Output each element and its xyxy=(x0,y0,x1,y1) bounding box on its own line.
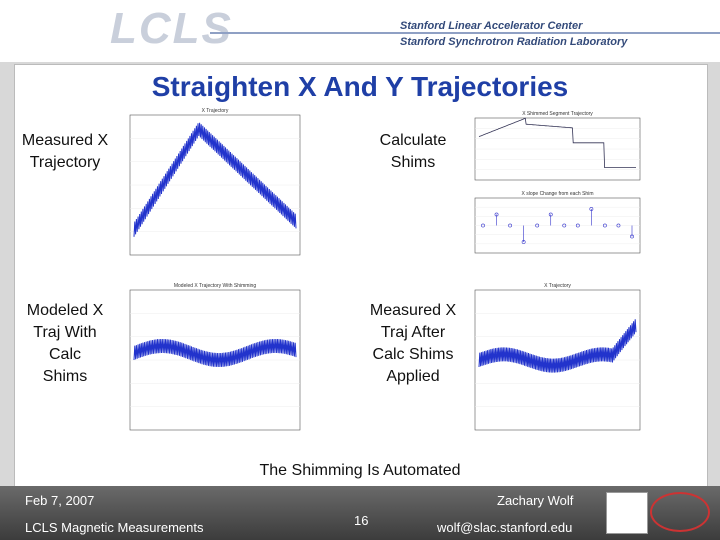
header xyxy=(0,0,720,62)
label: Measured X Traj After Calc Shims Applied xyxy=(369,302,457,385)
stem-dot xyxy=(562,223,567,228)
plots: X Trajectory X Shimmed Segment Trajectory… xyxy=(129,108,641,431)
header-rule xyxy=(210,32,720,34)
footer xyxy=(0,486,720,540)
stem-dot xyxy=(616,223,621,228)
label: Measured X Trajectory xyxy=(21,132,109,171)
stem-dot xyxy=(575,223,580,228)
plot-curve xyxy=(478,319,637,373)
plot-title: X Shimmed Segment Trajectory xyxy=(522,111,593,117)
plot-title: Modeled X Trajectory With Shimming xyxy=(174,283,256,289)
plot-title: X slope Change from each Shim xyxy=(522,191,594,197)
stem-dot xyxy=(494,212,499,217)
stem-dot xyxy=(521,240,526,244)
footer-group: LCLS Magnetic Measurements xyxy=(25,520,204,535)
slac-logo xyxy=(606,492,648,534)
plot-curve xyxy=(133,338,297,368)
label: Modeled X Traj With Calc Shims xyxy=(26,302,104,385)
stem-dot xyxy=(630,234,634,239)
footer-date: Feb 7, 2007 xyxy=(25,493,95,508)
plot-curve xyxy=(478,117,636,168)
plot-title: X Trajectory xyxy=(202,108,229,114)
caption: The Shimming Is Automated xyxy=(259,462,461,479)
stem-dot xyxy=(535,223,540,228)
footer-author: Zachary Wolf xyxy=(497,493,574,508)
label: Calculate Shims xyxy=(379,132,447,171)
stem-dot xyxy=(508,223,512,228)
plot-title: X Trajectory xyxy=(544,283,571,289)
logo: LCLS xyxy=(110,4,233,53)
slide-title: Straighten X And Y Trajectories xyxy=(151,71,569,102)
page-number: 16 xyxy=(354,513,369,528)
org-name: Stanford Synchrotron Radiation Laborator… xyxy=(400,36,628,48)
plot-curve xyxy=(133,122,297,237)
stem-dot xyxy=(548,212,553,217)
footer-email: wolf@slac.stanford.edu xyxy=(437,520,573,535)
stem-dot xyxy=(589,207,594,211)
stem-dot xyxy=(481,223,485,228)
stem-dot xyxy=(603,223,607,228)
ssrl-logo xyxy=(650,492,710,532)
org-name: Stanford Linear Accelerator Center xyxy=(400,20,583,32)
